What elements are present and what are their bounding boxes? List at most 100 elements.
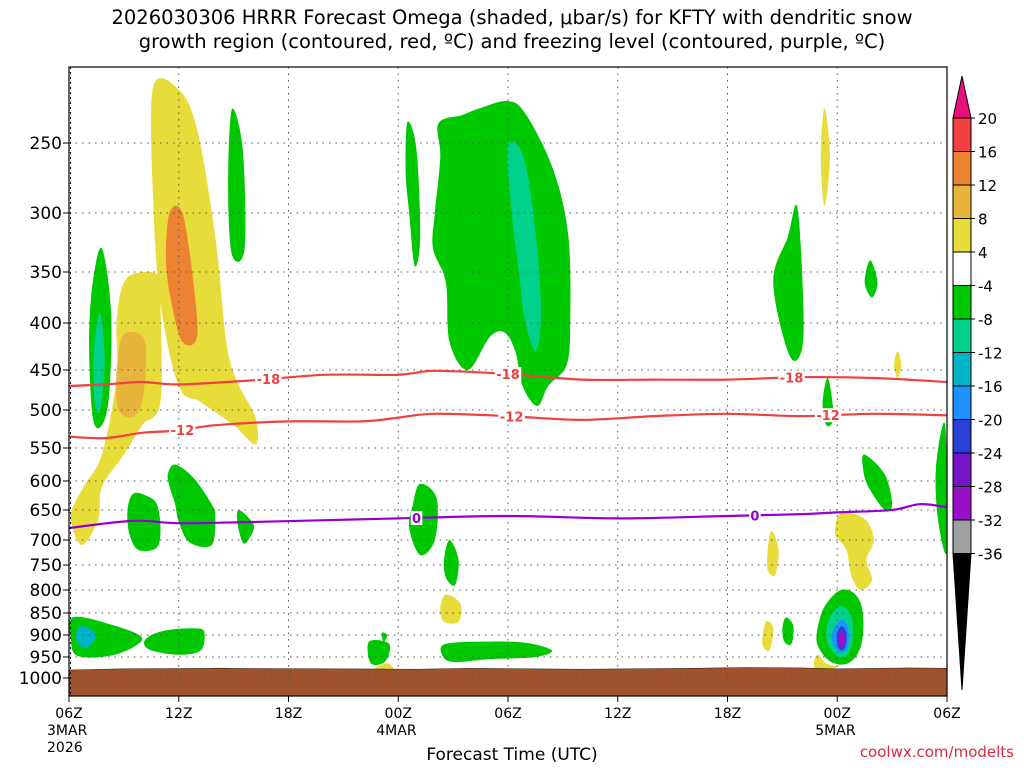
y-tick-label-800: 800 xyxy=(30,581,62,601)
omega-region-30 xyxy=(894,351,902,378)
x-tick-label-48: 06Z xyxy=(933,706,960,722)
colorbar-label-2: 12 xyxy=(978,177,997,195)
contour-label-bg-1-2 xyxy=(814,408,842,423)
y-tick-label-350: 350 xyxy=(30,263,62,283)
x-tick-label-18: 00Z xyxy=(385,706,412,722)
site-credit[interactable]: coolwx.com/modelts xyxy=(859,743,1014,761)
colorbar: 20 16 12 8 4 -4 -8 -12 -16 -20 -24 -28 -32 -36 xyxy=(952,75,1003,691)
y-tick-label-300: 300 xyxy=(30,204,62,224)
contour-layer: -18 -18 -18 -12 -12 -12 0 0 xyxy=(69,367,947,530)
axes-layer: 2503003504004505005506006507007508008509… xyxy=(19,66,961,756)
colorbar-swatch-9 xyxy=(952,419,972,454)
contour-label-2-1: 0 xyxy=(750,509,759,524)
x-tick-label-36: 18Z xyxy=(714,706,741,722)
omega-region-17 xyxy=(76,625,96,649)
contour-label-0-1: -18 xyxy=(496,368,520,383)
omega-region-11 xyxy=(167,464,216,548)
colorbar-swatch-2 xyxy=(952,184,972,219)
colorbar-label-4: 4 xyxy=(978,244,988,262)
colorbar-bottom-arrow xyxy=(952,553,972,691)
omega-region-9 xyxy=(507,141,541,352)
x-axis-title: Forecast Time (UTC) xyxy=(426,745,598,765)
colorbar-label-10: -24 xyxy=(978,445,1003,463)
contour-label-1-1: -12 xyxy=(500,410,524,425)
colorbar-label-9: -20 xyxy=(978,412,1003,430)
omega-region-34 xyxy=(767,531,779,577)
omega-region-5 xyxy=(93,312,105,414)
contour-label-bg-0-1 xyxy=(494,367,522,381)
omega-region-13 xyxy=(408,483,438,556)
omega-region-31 xyxy=(862,454,893,512)
x-tick-label-12: 18Z xyxy=(275,706,302,722)
y-tick-label-450: 450 xyxy=(30,361,62,381)
omega-region-20 xyxy=(367,640,391,665)
x-tick-label-6: 12Z xyxy=(165,706,192,722)
omega-region-37 xyxy=(813,654,838,670)
omega-region-0 xyxy=(150,78,259,445)
omega-region-15 xyxy=(440,594,462,624)
omega-region-33 xyxy=(835,512,874,591)
omega-region-26 xyxy=(773,204,804,361)
x-date-label-42: 5MAR xyxy=(815,723,856,739)
omega-region-36 xyxy=(782,617,794,645)
contour-label-bg-2-0 xyxy=(410,511,423,525)
contour-label-bg-1-1 xyxy=(498,409,525,424)
omega-region-21 xyxy=(440,641,553,663)
omega-region-3 xyxy=(116,331,147,418)
colorbar-swatch-6 xyxy=(952,318,972,353)
omega-region-35 xyxy=(762,621,774,652)
terrain-ground xyxy=(68,667,948,697)
x-date-label-18: 4MAR xyxy=(376,723,417,739)
y-tick-label-650: 650 xyxy=(30,501,62,521)
omega-region-29 xyxy=(864,260,878,298)
contour-label-0-2: -18 xyxy=(780,372,804,387)
colorbar-swatch-5 xyxy=(952,285,972,320)
omega-shading-layer xyxy=(69,78,947,678)
contour-label-bg-0-2 xyxy=(778,370,805,385)
chart-title: 2026030306 HRRR Forecast Omega (shaded, … xyxy=(0,6,1024,54)
colorbar-swatch-11 xyxy=(952,486,972,521)
contour-label-0-0: -18 xyxy=(257,373,281,388)
colorbar-label-6: -8 xyxy=(978,311,993,329)
colorbar-swatch-0 xyxy=(952,117,972,152)
contour-line-2 xyxy=(69,503,947,530)
colorbar-label-13: -36 xyxy=(978,546,1003,564)
colorbar-label-8: -16 xyxy=(978,378,1003,396)
omega-region-6 xyxy=(228,108,246,262)
omega-region-19 xyxy=(381,632,388,642)
contour-label-1-2: -12 xyxy=(816,409,840,424)
contour-label-bg-0-0 xyxy=(255,372,282,387)
colorbar-label-3: 8 xyxy=(978,211,988,229)
contour-label-1-0: -12 xyxy=(171,424,195,439)
omega-region-18 xyxy=(144,628,205,655)
colorbar-top-arrow xyxy=(952,75,972,119)
chart-title-line2: growth region (contoured, red, ºC) and f… xyxy=(138,30,886,53)
grid-layer xyxy=(69,67,947,696)
colorbar-label-12: -32 xyxy=(978,512,1003,530)
colorbar-label-0: 20 xyxy=(978,110,997,128)
colorbar-label-11: -28 xyxy=(978,479,1003,497)
x-tick-label-42: 00Z xyxy=(824,706,851,722)
y-tick-label-1000: 1000 xyxy=(19,669,62,689)
y-tick-label-250: 250 xyxy=(30,134,62,154)
y-tick-label-550: 550 xyxy=(30,439,62,459)
colorbar-label-1: 16 xyxy=(978,144,997,162)
contour-label-2-0: 0 xyxy=(412,512,421,527)
y-tick-label-400: 400 xyxy=(30,314,62,334)
x-date-label-0: 3MAR xyxy=(47,723,88,739)
x-tick-label-30: 12Z xyxy=(604,706,631,722)
colorbar-swatch-8 xyxy=(952,385,972,420)
contour-label-bg-1-0 xyxy=(169,422,196,437)
x-tick-label-24: 06Z xyxy=(494,706,521,722)
y-tick-label-950: 950 xyxy=(30,648,62,668)
x-tick-label-0: 06Z xyxy=(55,706,82,722)
x-year-label-0: 2026 xyxy=(47,740,83,756)
y-tick-label-750: 750 xyxy=(30,556,62,576)
colorbar-swatch-3 xyxy=(952,218,972,253)
omega-region-8 xyxy=(405,121,421,267)
colorbar-swatch-4 xyxy=(952,251,972,286)
colorbar-swatch-1 xyxy=(952,151,972,186)
terrain-layer xyxy=(68,667,948,697)
y-tick-label-900: 900 xyxy=(30,626,62,646)
